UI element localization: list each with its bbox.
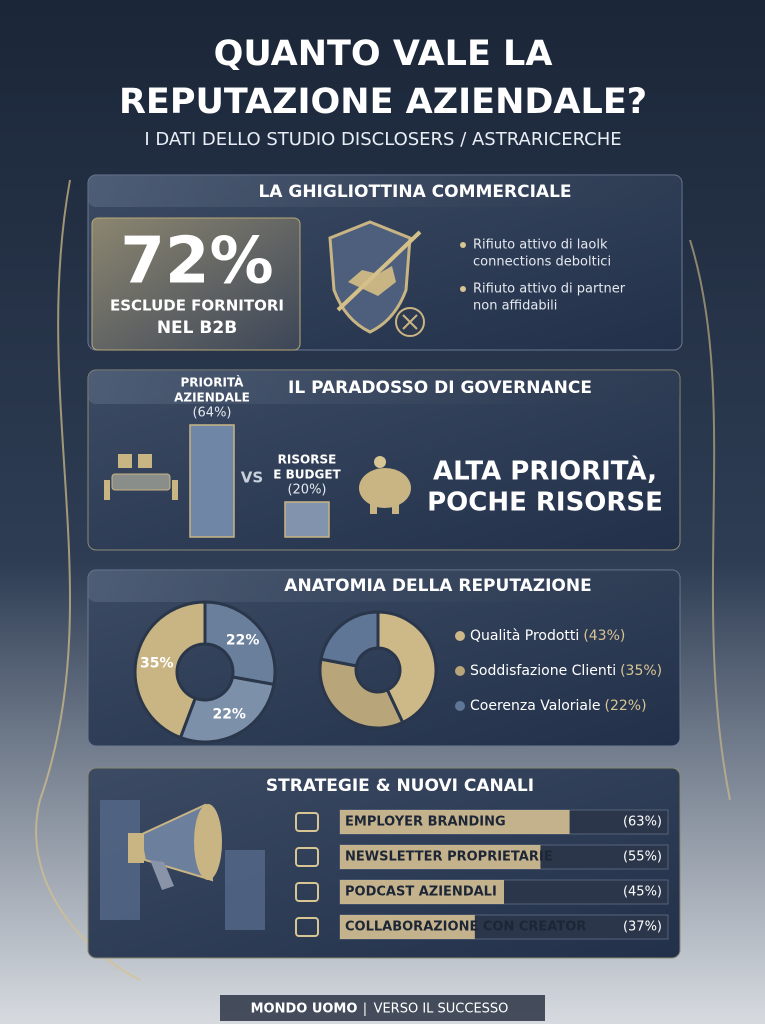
stat-label: NEL B2B (157, 318, 237, 338)
donut-segment (319, 610, 380, 668)
title: REPUTAZIONE AZIENDALE? (119, 82, 647, 122)
legend-value: (22%) (605, 698, 647, 714)
decor-line (35, 179, 141, 981)
bar-category-label: NEWSLETTER PROPRIETARIE (345, 850, 553, 865)
bar (340, 845, 541, 869)
section-title: IL PARADOSSO DI GOVERNANCE (288, 378, 592, 398)
bar-value-label: (37%) (623, 920, 662, 935)
bullet-text: Rifiuto attivo di partner (473, 282, 626, 297)
legend-dot (455, 666, 465, 676)
section-title: LA GHIGLIOTTINA COMMERCIALE (258, 182, 571, 202)
title: QUANTO VALE LA (214, 34, 553, 74)
footer-separator: | (363, 1002, 367, 1017)
legend-value: (35%) (620, 663, 662, 679)
bullet-text: connections deboltici (473, 255, 611, 270)
legend-label: Qualità Prodotti (470, 628, 579, 644)
footer-tagline: VERSO IL SUCCESSO (374, 1002, 509, 1017)
bullet-dot (460, 286, 466, 292)
bar (340, 880, 504, 904)
bar-value-label: (64%) (192, 406, 231, 421)
bullet-dot (460, 242, 466, 248)
meeting-icon (104, 454, 178, 500)
bar-category-label: PODCAST AZIENDALI (345, 885, 497, 900)
bar-category-label: E BUDGET (273, 468, 341, 482)
bar-value-label: (63%) (623, 815, 662, 830)
panel-header (88, 370, 680, 404)
headline: POCHE RISORSE (427, 488, 663, 518)
bullet-text: non affidabili (473, 299, 557, 314)
segment-label: 22% (226, 633, 260, 649)
legend-label: Coerenza Valoriale (470, 698, 601, 714)
section-title: STRATEGIE & NUOVI CANALI (266, 776, 534, 796)
donut-segment (133, 600, 207, 740)
legend-label: Soddisfazione Clienti (470, 663, 616, 679)
bar-value-label: (55%) (623, 850, 662, 865)
footer-band (220, 995, 545, 1021)
legend-value: (43%) (583, 628, 625, 644)
segment-label: 35% (140, 655, 174, 671)
footer-brand: MONDO UOMO (251, 1002, 358, 1017)
channel-icon (295, 812, 319, 832)
donut-segment (178, 675, 276, 744)
channel-icon (295, 847, 319, 867)
bar (189, 424, 235, 538)
donut-segment (318, 657, 405, 730)
bar-category-label: RISORSE (278, 453, 337, 467)
legend-dot (455, 631, 465, 641)
stat-label: ESCLUDE FORNITORI (110, 297, 284, 315)
panel-header (88, 175, 682, 207)
vs-label: VS (241, 469, 263, 487)
piggy-icon (359, 456, 411, 514)
panel-header (88, 570, 680, 602)
stat-value: 72% (120, 225, 273, 299)
bar-category-label: PRIORITÀ (181, 375, 245, 390)
bar (340, 915, 475, 939)
bullet-text: Rifiuto attivo di laolk (473, 238, 608, 253)
bar-value-label: (45%) (623, 885, 662, 900)
legend-dot (455, 701, 465, 711)
bar-category-label: COLLABORAZIONE CON CREATOR (345, 920, 586, 935)
channel-icon (295, 882, 319, 902)
bar (340, 810, 570, 834)
segment-label: 22% (212, 707, 246, 723)
donut-segment (376, 610, 438, 725)
headline: ALTA PRIORITÀ, (433, 455, 657, 487)
subtitle: I DATI DELLO STUDIO DISCLOSERS / ASTRARI… (144, 129, 621, 150)
megaphone-icon (100, 800, 265, 930)
bar-category-label: EMPLOYER BRANDING (345, 815, 506, 830)
bar (284, 501, 330, 538)
bar-value-label: (20%) (287, 483, 326, 498)
channel-icon (295, 917, 319, 937)
stat-box (91, 217, 301, 351)
shield-icon (328, 220, 425, 337)
bar-category-label: AZIENDALE (174, 391, 250, 405)
donut-segment (203, 600, 277, 687)
section-title: ANATOMIA DELLA REPUTAZIONE (284, 576, 591, 596)
decor-line (689, 239, 731, 801)
